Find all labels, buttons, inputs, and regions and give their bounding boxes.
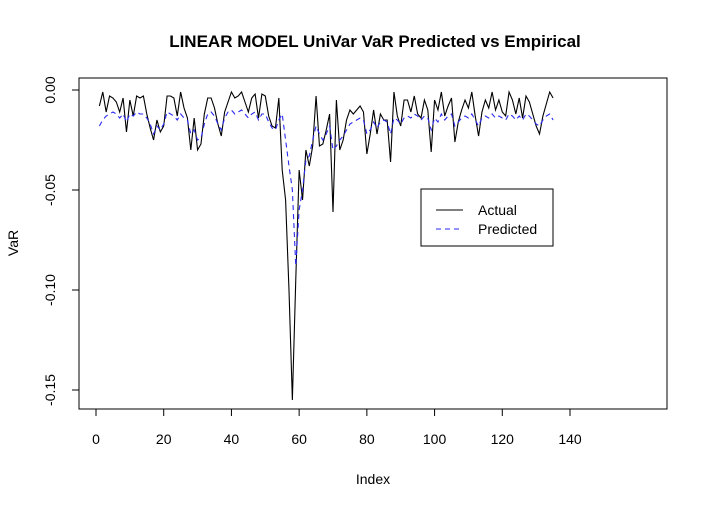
legend-box [420, 188, 554, 247]
x-tick-label: 0 [92, 431, 100, 447]
x-tick-label: 120 [491, 431, 515, 447]
x-tick-label: 140 [558, 431, 582, 447]
chart-title: LINEAR MODEL UniVar VaR Predicted vs Emp… [169, 32, 581, 51]
y-tick-label: -0.05 [42, 174, 58, 206]
x-axis: 0 20 40 60 80 100 120 140 [92, 408, 582, 447]
x-tick-label: 20 [156, 431, 172, 447]
series-layer [98, 89, 554, 401]
legend-label-predicted: Predicted [478, 221, 537, 237]
x-tick-label: 80 [359, 431, 375, 447]
series-line-predicted [98, 109, 554, 267]
y-axis: 0.00 -0.05 -0.10 -0.15 [42, 76, 80, 406]
legend-label-actual: Actual [478, 202, 517, 218]
x-tick-label: 100 [423, 431, 447, 447]
legend: Actual Predicted [420, 188, 554, 247]
x-axis-label: Index [356, 471, 390, 487]
y-axis-label: VaR [5, 230, 21, 256]
y-tick-label: 0.00 [42, 76, 58, 103]
x-tick-label: 60 [291, 431, 307, 447]
y-tick-label: -0.10 [42, 274, 58, 306]
series-line-actual [98, 89, 554, 401]
y-tick-label: -0.15 [42, 374, 58, 406]
x-tick-label: 40 [224, 431, 240, 447]
plot-frame [78, 77, 668, 410]
